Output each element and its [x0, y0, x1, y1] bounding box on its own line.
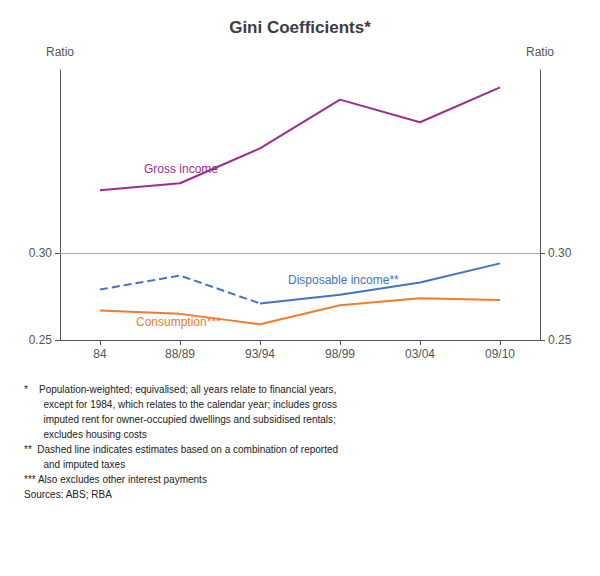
svg-text:0.25: 0.25	[29, 333, 53, 347]
svg-text:and imputed taxes: and imputed taxes	[24, 459, 125, 470]
svg-text:84: 84	[93, 347, 107, 361]
svg-text:98/99: 98/99	[325, 347, 355, 361]
svg-text:Gross income: Gross income	[144, 162, 218, 176]
svg-text:0.30: 0.30	[548, 246, 572, 260]
svg-text:09/10: 09/10	[485, 347, 515, 361]
svg-text:Ratio: Ratio	[526, 45, 554, 59]
svg-text:93/94: 93/94	[245, 347, 275, 361]
svg-text:0.25: 0.25	[548, 333, 572, 347]
svg-text:0.30: 0.30	[29, 246, 53, 260]
svg-text:* Population-weighted; equi: * Population-weighted; equivalised; all …	[24, 384, 336, 395]
svg-text:03/04: 03/04	[405, 347, 435, 361]
svg-text:Consumption***: Consumption***	[136, 314, 221, 329]
svg-text:88/89: 88/89	[165, 347, 195, 361]
svg-text:Disposable income**: Disposable income**	[288, 273, 399, 287]
svg-text:*** Also excludes other intere: *** Also excludes other interest payment…	[24, 474, 207, 485]
svg-text:Gini Coefficients*: Gini Coefficients*	[229, 18, 371, 37]
svg-text:imputed rent for owner-occupie: imputed rent for owner-occupied dwelling…	[24, 414, 336, 425]
svg-text:Sources: ABS; RBA: Sources: ABS; RBA	[24, 489, 112, 500]
svg-text:** Dashed line indicates esti: ** Dashed line indicates estimates based…	[24, 444, 338, 455]
svg-text:except for 1984, which relates: except for 1984, which relates to the ca…	[24, 399, 337, 410]
svg-text:excludes housing costs: excludes housing costs	[24, 429, 147, 440]
svg-text:Ratio: Ratio	[46, 45, 74, 59]
